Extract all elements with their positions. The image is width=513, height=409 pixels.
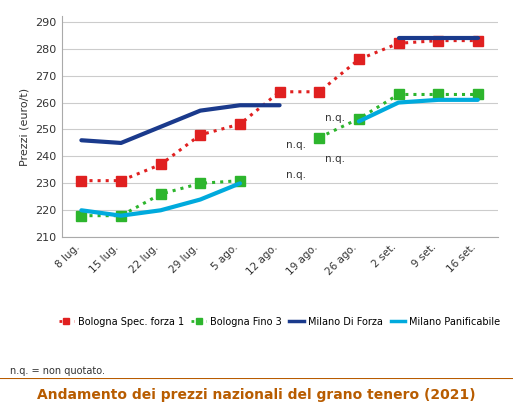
- Text: Andamento dei prezzi nazionali del grano tenero (2021): Andamento dei prezzi nazionali del grano…: [37, 388, 476, 402]
- Y-axis label: Prezzi (euro/t): Prezzi (euro/t): [20, 88, 30, 166]
- Legend: Bologna Spec. forza 1, Bologna Fino 3, Milano Di Forza, Milano Panificabile: Bologna Spec. forza 1, Bologna Fino 3, M…: [55, 313, 504, 330]
- Text: n.q.: n.q.: [286, 140, 306, 151]
- Text: n.q.: n.q.: [325, 154, 345, 164]
- Text: n.q.: n.q.: [325, 113, 345, 124]
- Text: n.q. = non quotato.: n.q. = non quotato.: [10, 366, 105, 376]
- Text: n.q.: n.q.: [286, 170, 306, 180]
